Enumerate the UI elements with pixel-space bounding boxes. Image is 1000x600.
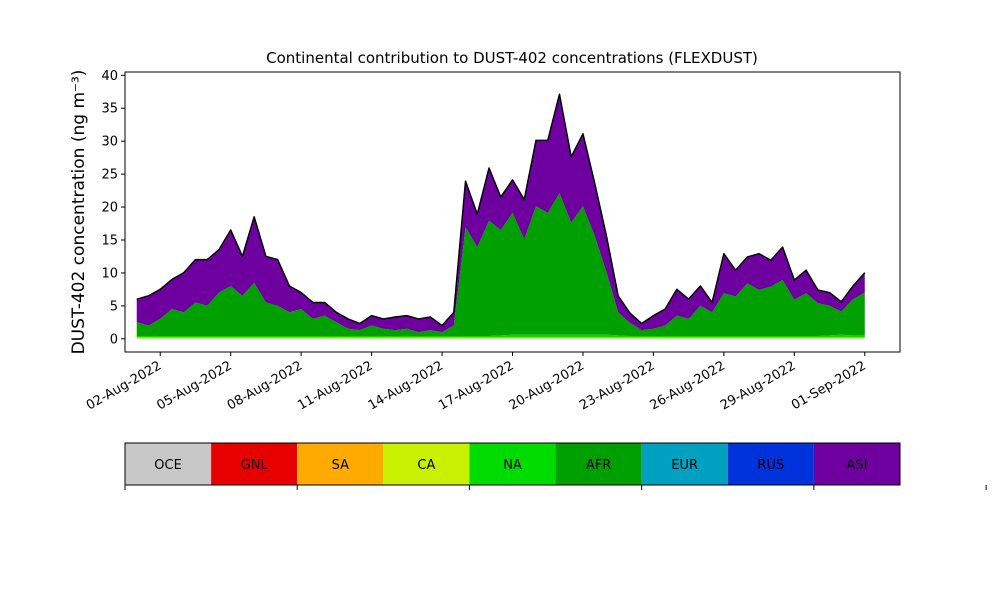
legend-swatch-na — [469, 443, 556, 485]
legend-label-eur: EUR — [671, 458, 698, 473]
legend-swatch-oce — [125, 443, 212, 485]
y-tick-label: 15 — [101, 234, 118, 249]
y-tick-label: 0 — [110, 332, 118, 347]
legend-swatch-eur — [641, 443, 728, 485]
legend-label-asi: ASI — [846, 458, 867, 473]
legend-swatch-sa — [297, 443, 384, 485]
area-afr — [136, 193, 865, 337]
y-tick-label: 25 — [101, 168, 118, 183]
area-asi — [136, 94, 865, 333]
area-ca — [136, 337, 865, 339]
x-tick-label: 14-Aug-2022 — [366, 358, 446, 413]
legend-swatch-afr — [555, 443, 642, 485]
y-tick-label: 30 — [101, 135, 118, 150]
y-tick-label: 35 — [101, 102, 118, 117]
legend-label-oce: OCE — [154, 458, 182, 473]
x-tick-label: 11-Aug-2022 — [295, 358, 375, 413]
continent-legend: OCE GNL SA CA NA AFR EUR RUS ASI — [124, 442, 987, 490]
y-tick-label: 5 — [110, 299, 118, 314]
chart-title: Continental contribution to DUST-402 con… — [266, 49, 758, 67]
legend-swatch-ca — [383, 443, 470, 485]
legend-swatch-rus — [727, 443, 814, 485]
x-tick-label: 29-Aug-2022 — [718, 358, 798, 413]
x-tick-label: 20-Aug-2022 — [507, 358, 587, 413]
x-tick-label: 26-Aug-2022 — [648, 358, 728, 413]
x-tick-label: 08-Aug-2022 — [225, 358, 305, 413]
x-tick-label: 05-Aug-2022 — [154, 358, 234, 413]
y-tick-label: 20 — [101, 201, 118, 216]
legend-swatch-gnl — [211, 443, 298, 485]
legend-label-gnl: GNL — [241, 458, 269, 473]
area-na — [136, 334, 865, 338]
legend-label-ca: CA — [417, 458, 435, 473]
legend-swatch-asi — [813, 443, 900, 485]
y-axis-label: DUST-402 concentration (ng m⁻³) — [69, 70, 89, 355]
legend-label-na: NA — [503, 458, 522, 473]
x-tick-label: 01-Sep-2022 — [789, 358, 869, 413]
x-tick-label: 17-Aug-2022 — [436, 358, 516, 413]
legend-label-afr: AFR — [586, 458, 611, 473]
y-tick-label: 40 — [101, 69, 118, 84]
y-tick-label: 10 — [101, 266, 118, 281]
plot-area — [136, 93, 866, 339]
legend-label-sa: SA — [332, 458, 349, 473]
total-line — [136, 93, 866, 327]
legend-frame — [124, 442, 901, 486]
x-tick-label: 02-Aug-2022 — [84, 358, 164, 413]
legend-label-rus: RUS — [757, 458, 784, 473]
x-tick-label: 23-Aug-2022 — [577, 358, 657, 413]
